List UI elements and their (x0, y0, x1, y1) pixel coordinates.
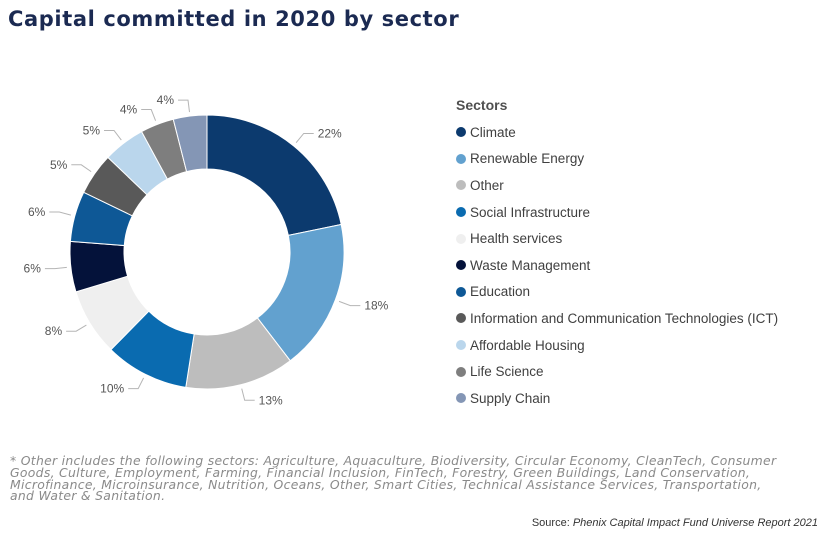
source-note: Source: Phenix Capital Impact Fund Unive… (532, 517, 818, 529)
legend-title: Sectors (456, 97, 508, 113)
leader-line-waste-management (44, 266, 67, 270)
legend-label: Climate (470, 124, 516, 140)
legend-label: Supply Chain (470, 390, 551, 406)
leader-line-supply-chain (178, 99, 190, 113)
legend-item-waste-management: Waste Management (456, 252, 778, 279)
legend-label: Education (470, 284, 531, 300)
legend-marker (456, 153, 466, 164)
leader-line-social-infrastructure (128, 377, 145, 390)
legend-label: Information and Communication Technologi… (470, 310, 779, 326)
legend: Sectors Climate Renewable Energy Other Soci… (456, 97, 778, 412)
legend-marker (456, 127, 466, 138)
legend-item-other: Other (456, 172, 778, 199)
source-prefix: Source: (531, 517, 573, 529)
legend-marker (456, 260, 466, 271)
legend-marker (456, 393, 466, 404)
legend-label: Affordable Housing (470, 337, 585, 353)
legend-item-affordable-housing: Affordable Housing (456, 332, 778, 359)
legend-items: Climate Renewable Energy Other Social Infra… (456, 119, 778, 412)
legend-item-climate: Climate (456, 119, 778, 146)
legend-marker (456, 366, 466, 377)
leader-line-education (49, 211, 72, 216)
legend-item-supply-chain: Supply Chain (456, 385, 778, 412)
legend-marker (456, 207, 466, 218)
data-label-affordable-housing: 5% (83, 123, 101, 137)
donut-chart: 22% 18% 13% 10% 8% 6% 6% 5% 5% 4% 4% (24, 93, 389, 407)
legend-item-education: Education (456, 279, 778, 306)
slice-supply-chain (172, 114, 208, 173)
legend-label: Health services (470, 231, 563, 247)
legend-marker (456, 233, 466, 244)
data-label-waste-management: 6% (24, 262, 42, 276)
leader-line-life-science (141, 109, 157, 121)
legend-marker (456, 286, 466, 297)
legend-label: Renewable Energy (470, 151, 585, 167)
chart-title: Capital committed in 2020 by sector (8, 7, 460, 31)
legend-item-life-science: Life Science (456, 358, 778, 385)
legend-label: Life Science (470, 364, 544, 380)
legend-marker (456, 313, 466, 324)
slice-climate (206, 114, 342, 236)
leader-line-affordable-housing (104, 129, 122, 141)
data-label-education: 6% (28, 205, 46, 219)
footnote: * Other includes the following sectors: … (10, 453, 777, 504)
leader-line-information-and-communication-technologies-ict (71, 164, 92, 173)
legend-label: Social Infrastructure (470, 204, 591, 220)
data-label-health-services: 8% (45, 324, 63, 338)
legend-item-health-services: Health services (456, 225, 778, 252)
legend-label: Waste Management (470, 257, 591, 273)
legend-marker (456, 340, 466, 351)
data-label-climate: 22% (318, 126, 342, 140)
data-label-life-science: 4% (120, 103, 138, 117)
leader-line-health-services (66, 324, 87, 332)
legend-item-renewable-energy: Renewable Energy (456, 146, 778, 173)
leader-line-climate (295, 132, 314, 144)
source-text: Phenix Capital Impact Fund Universe Repo… (572, 517, 818, 529)
data-label-other: 13% (259, 393, 283, 407)
data-label-social-infrastructure: 10% (100, 382, 124, 396)
legend-item-information-and-communication-technologies-ict: Information and Communication Technologi… (456, 305, 778, 332)
legend-label: Other (470, 177, 504, 193)
leader-line-other (241, 388, 255, 401)
legend-item-social-infrastructure: Social Infrastructure (456, 199, 778, 226)
data-label-information-and-communication-technologies-ict: 5% (50, 158, 68, 172)
data-label-renewable-energy: 18% (364, 299, 388, 313)
data-label-supply-chain: 4% (157, 93, 175, 107)
leader-line-renewable-energy (338, 300, 361, 307)
legend-marker (456, 180, 466, 191)
